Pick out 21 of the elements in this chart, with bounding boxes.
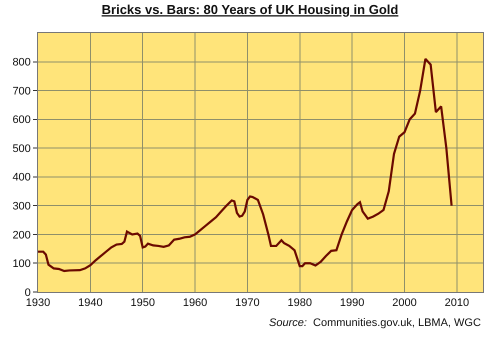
x-tick-label: 2000 [392, 297, 417, 310]
source-note: Source: Communities.gov.uk, LBMA, WGC [269, 317, 481, 329]
x-tick-label: 2010 [444, 297, 470, 310]
chart-title: Bricks vs. Bars: 80 Years of UK Housing in Gold [102, 2, 398, 18]
y-tick-label: 400 [12, 172, 31, 184]
x-tick-label: 1940 [78, 297, 103, 310]
y-tick-label: 300 [12, 200, 31, 213]
y-tick-label: 0 [24, 286, 31, 299]
y-tick-label: 700 [12, 85, 31, 98]
y-tick-label: 600 [12, 114, 31, 126]
y-tick-label: 200 [12, 229, 31, 242]
x-tick-label: 1990 [340, 297, 364, 310]
y-tick-label: 800 [12, 56, 31, 69]
x-tick-label: 1960 [182, 297, 208, 310]
x-tick-label: 1980 [288, 297, 312, 310]
x-tick-label: 1930 [26, 297, 50, 310]
x-tick-label: 1970 [235, 297, 260, 310]
x-tick-label: 1950 [130, 297, 155, 310]
y-tick-label: 500 [12, 142, 31, 155]
y-tick-label: 100 [12, 258, 31, 270]
line-series [38, 58, 453, 272]
